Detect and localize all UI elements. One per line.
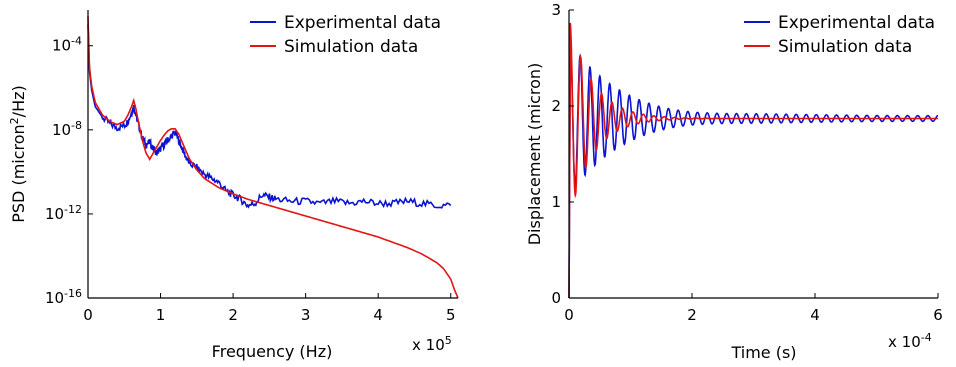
displacement-x-tick-label: 6 — [933, 306, 943, 324]
displacement-x-tick-label: 0 — [564, 306, 574, 324]
psd-legend: Experimental data Simulation data — [250, 13, 441, 57]
psd-x-axis-label: Frequency (Hz) — [212, 342, 333, 361]
psd-y-tick-label: 10-4 — [52, 34, 82, 55]
displacement-y-tick-label: 2 — [551, 97, 561, 115]
psd-y-tick-label: 10-12 — [45, 202, 82, 223]
psd-x-tick-label: 3 — [301, 306, 311, 324]
displacement-series-simulation — [568, 22, 938, 299]
displacement-y-tick-label: 3 — [551, 1, 561, 19]
psd-x-multiplier: x 105 — [412, 334, 452, 355]
displacement-series-experimental — [568, 43, 939, 299]
displacement-x-tick-label: 4 — [810, 306, 820, 324]
psd-x-tick-label: 0 — [83, 306, 93, 324]
psd-legend-label-experimental: Experimental data — [284, 13, 441, 33]
displacement-legend: Experimental data Simulation data — [744, 13, 935, 57]
psd-x-tick-label: 4 — [373, 306, 383, 324]
displacement-legend-label-simulation: Simulation data — [778, 37, 912, 57]
psd-y-tick-label: 10-8 — [52, 118, 82, 139]
psd-y-tick-label: 10-16 — [45, 287, 82, 308]
psd-x-tick-label: 5 — [446, 306, 456, 324]
displacement-y-axis-label: Displacement (micron) — [525, 63, 544, 246]
displacement-x-axis-label: Time (s) — [730, 343, 796, 362]
psd-y-label-part-1: PSD (micron — [9, 124, 28, 222]
psd-x-tick-label: 2 — [228, 306, 238, 324]
psd-series-experimental — [87, 24, 452, 209]
displacement-y-tick-label: 0 — [551, 289, 561, 307]
displacement-y-tick-label: 1 — [551, 193, 561, 211]
psd-y-axis-label: PSD (micron2/Hz) — [8, 85, 29, 223]
psd-legend-label-simulation: Simulation data — [284, 37, 418, 57]
displacement-legend-label-experimental: Experimental data — [778, 13, 935, 33]
psd-y-label-part-2: /Hz) — [9, 85, 28, 117]
displacement-x-tick-label: 2 — [687, 306, 697, 324]
psd-series-simulation — [87, 16, 459, 299]
psd-x-tick-label: 1 — [156, 306, 166, 324]
psd-y-label-superscript: 2 — [8, 117, 21, 124]
displacement-x-multiplier: x 10-4 — [888, 331, 932, 352]
